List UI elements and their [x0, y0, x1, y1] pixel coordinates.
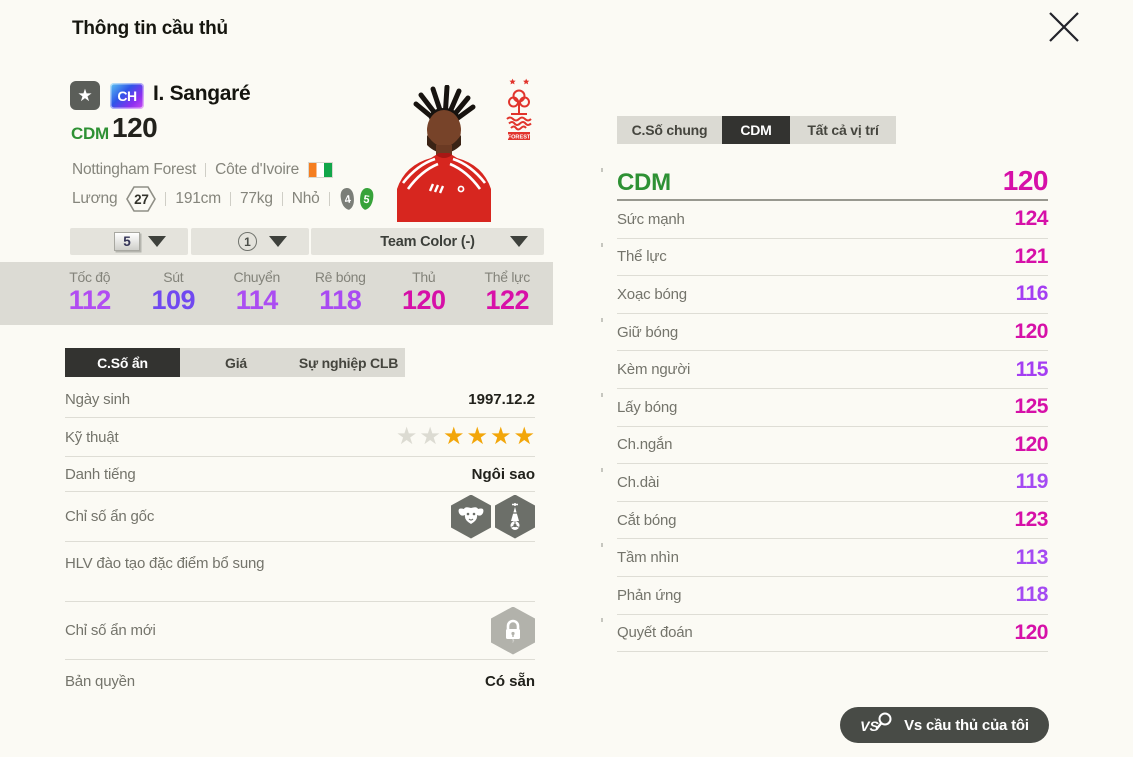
divider: [205, 163, 207, 177]
star-empty-icon: ★: [395, 423, 418, 450]
close-button[interactable]: [1042, 6, 1086, 50]
stat-cell: Thủ 120: [401, 269, 446, 315]
nation-name: Côte d'Ivoire: [215, 161, 300, 178]
info-list: Ngày sinh 1997.12.2 Kỹ thuật ★ ★ ★ ★ ★ ★ Danh…: [65, 381, 535, 703]
level-dropdown[interactable]: 5: [70, 228, 188, 255]
star-filled-icon: ★: [442, 423, 465, 450]
chevron-down-icon: [269, 236, 287, 247]
cote-divoire-flag-icon: [308, 162, 334, 178]
team-color-value: Team Color (-): [380, 233, 475, 250]
stat-row: Sức mạnh 124: [617, 201, 1048, 239]
star-filled-icon: ★: [513, 423, 535, 450]
tab-price[interactable]: Giá: [180, 348, 292, 377]
right-boot-icon: 5: [359, 188, 373, 210]
player-class-badge-icon: CH: [110, 83, 144, 109]
svg-text:?: ?: [512, 638, 515, 642]
salary-label: Lương: [72, 190, 118, 207]
left-tab-bar: C.Số ẩn Giá Sự nghiệp CLB: [65, 348, 405, 377]
star-icon: ★: [77, 85, 93, 105]
main-stats-band: Tốc độ 112 Sút 109 Chuyển 114 Rê bóng 11…: [0, 262, 553, 325]
quantity-value: 1: [238, 232, 257, 251]
club-nation-line: Nottingham Forest Côte d'Ivoire: [72, 160, 334, 180]
hidden-trait-icons: [451, 494, 535, 539]
tab-hidden-stats[interactable]: C.Số ẩn: [65, 348, 180, 377]
star-filled-icon: ★: [489, 423, 512, 450]
player-height: 191cm: [175, 190, 221, 207]
position-label: CDM: [617, 169, 671, 196]
stat-cell: Tốc độ 112: [68, 269, 112, 315]
chevron-down-icon: [148, 236, 166, 247]
close-icon: [1049, 11, 1079, 42]
tab-club-career[interactable]: Sự nghiệp CLB: [292, 348, 405, 377]
salary-badge: 27: [126, 186, 157, 212]
salary-body-line: Lương 27 191cm 77kg Nhỏ 4 5: [72, 186, 375, 212]
lock-icon: ?: [491, 606, 535, 655]
star-empty-icon: ★: [419, 423, 441, 450]
stat-cell: Thể lực 122: [484, 269, 531, 315]
right-panel-scrollbar[interactable]: [601, 168, 603, 655]
buffalo-trait-icon: [451, 494, 491, 539]
vs-button-label: Vs cầu thủ của tôi: [904, 716, 1029, 734]
tab-general-stats[interactable]: C.Số chung: [617, 116, 722, 144]
quantity-dropdown[interactable]: 1: [191, 228, 309, 255]
stat-cell: Sút 109: [151, 269, 196, 315]
body-type: Nhỏ: [291, 190, 320, 207]
stat-row: Phản ứng 118: [617, 577, 1049, 615]
stat-row: Quyết đoán 120: [617, 615, 1048, 653]
svg-text:5: 5: [362, 194, 370, 207]
stat-row: Thể lực 121: [617, 239, 1048, 277]
lighthouse-trait-icon: [495, 494, 535, 539]
star-filled-icon: ★: [466, 423, 488, 450]
birthdate-row: Ngày sinh 1997.12.2: [65, 381, 535, 418]
stat-row: Ch.ngắn 120: [617, 427, 1048, 465]
team-color-dropdown[interactable]: Team Color (-): [311, 228, 544, 255]
favorite-star-button[interactable]: ★: [70, 81, 100, 110]
boots-group: 4 5: [339, 187, 375, 211]
svg-text:4: 4: [343, 193, 352, 206]
tab-cdm[interactable]: CDM: [722, 116, 790, 144]
crest-text: FOREST: [508, 134, 531, 140]
divider: [281, 192, 283, 206]
club-name: Nottingham Forest: [72, 161, 197, 178]
nottingham-forest-crest-icon: FOREST: [506, 78, 532, 140]
vs-my-player-button[interactable]: VS Vs cầu thủ của tôi: [840, 707, 1049, 743]
page-title: Thông tin cầu thủ: [72, 18, 228, 39]
player-weight: 77kg: [239, 190, 273, 207]
tab-all-positions[interactable]: Tất cả vị trí: [790, 116, 896, 144]
hidden-new-row: Chỉ số ẩn mới ?: [65, 602, 535, 660]
vs-magnifier-icon: VS: [860, 712, 894, 737]
fame-row: Danh tiếng Ngôi sao: [65, 457, 535, 492]
level-value: 5: [114, 232, 140, 251]
left-boot-icon: 4: [340, 188, 354, 210]
position-rating: 120: [1002, 165, 1049, 196]
player-position: CDM: [71, 124, 109, 143]
stat-row: Lấy bóng 125: [617, 389, 1048, 427]
stat-cell: Rê bóng 118: [314, 269, 366, 315]
stat-row: Xoạc bóng 116: [617, 276, 1049, 314]
player-photo: [397, 85, 491, 222]
divider: [229, 192, 231, 206]
chevron-down-icon: [510, 236, 528, 247]
stat-row: Ch.dài 119: [617, 464, 1049, 502]
coach-training-row: HLV đào tạo đặc điểm bổ sung: [65, 542, 535, 602]
salary-value: 27: [134, 191, 149, 207]
license-row: Bản quyền Có sẵn: [65, 673, 535, 690]
detail-stats-list: Sức mạnh 124 Thể lực 121 Xoạc bóng 116 G…: [617, 201, 1049, 653]
divider: [165, 192, 167, 206]
stat-row: Kèm người 115: [617, 351, 1049, 389]
bottom-edge: [0, 757, 1133, 763]
skill-stars: ★ ★ ★ ★ ★ ★: [396, 425, 535, 449]
stat-row: Cắt bóng 123: [617, 502, 1048, 540]
divider: [328, 192, 330, 206]
hidden-origin-row: Chỉ số ẩn gốc: [65, 492, 535, 542]
player-overall-rating: 120: [112, 112, 158, 143]
position-rating-header: CDM 120: [617, 161, 1049, 201]
stat-row: Tầm nhìn 113: [617, 539, 1049, 577]
stat-row: Giữ bóng 120: [617, 314, 1048, 352]
skill-row: Kỹ thuật ★ ★ ★ ★ ★ ★: [65, 418, 535, 457]
stat-cell: Chuyển 114: [233, 269, 281, 315]
player-name: I. Sangaré: [153, 82, 251, 105]
right-tab-bar: C.Số chung CDM Tất cả vị trí: [617, 116, 896, 144]
